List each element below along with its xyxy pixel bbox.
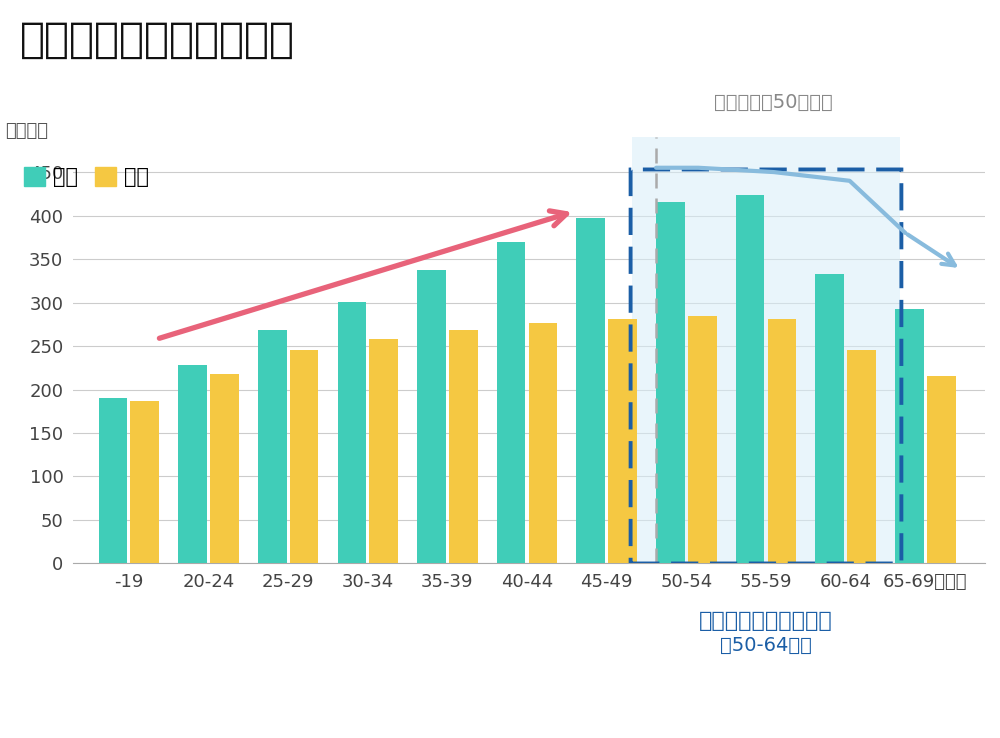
Text: （50-64歳）: （50-64歳） <box>720 635 812 655</box>
Bar <box>927 376 956 564</box>
Bar <box>608 319 637 564</box>
Bar <box>815 274 844 564</box>
Bar <box>417 269 446 564</box>
Bar <box>338 302 366 564</box>
Text: エルダー（50歳～）: エルダー（50歳～） <box>714 93 833 112</box>
Bar <box>258 331 287 564</box>
Bar <box>178 365 207 564</box>
Bar <box>632 137 900 564</box>
Bar <box>497 241 525 564</box>
Bar <box>290 351 318 564</box>
Bar <box>210 374 239 564</box>
Bar <box>736 195 764 564</box>
Bar <box>656 201 685 564</box>
Text: 性年代別の平均年間賃金: 性年代別の平均年間賃金 <box>20 18 295 61</box>
Bar <box>576 218 605 564</box>
Bar <box>369 339 398 564</box>
Bar <box>99 399 127 564</box>
Text: （万円）: （万円） <box>5 123 48 140</box>
Legend: 男性, 女性: 男性, 女性 <box>24 167 149 187</box>
Bar <box>768 319 796 564</box>
Bar <box>529 323 557 564</box>
Bar <box>688 316 717 564</box>
Bar <box>895 308 924 564</box>
Bar <box>847 350 876 564</box>
Text: ターニング・エルダー: ターニング・エルダー <box>699 611 833 631</box>
Bar <box>449 329 478 564</box>
Bar <box>130 401 159 564</box>
